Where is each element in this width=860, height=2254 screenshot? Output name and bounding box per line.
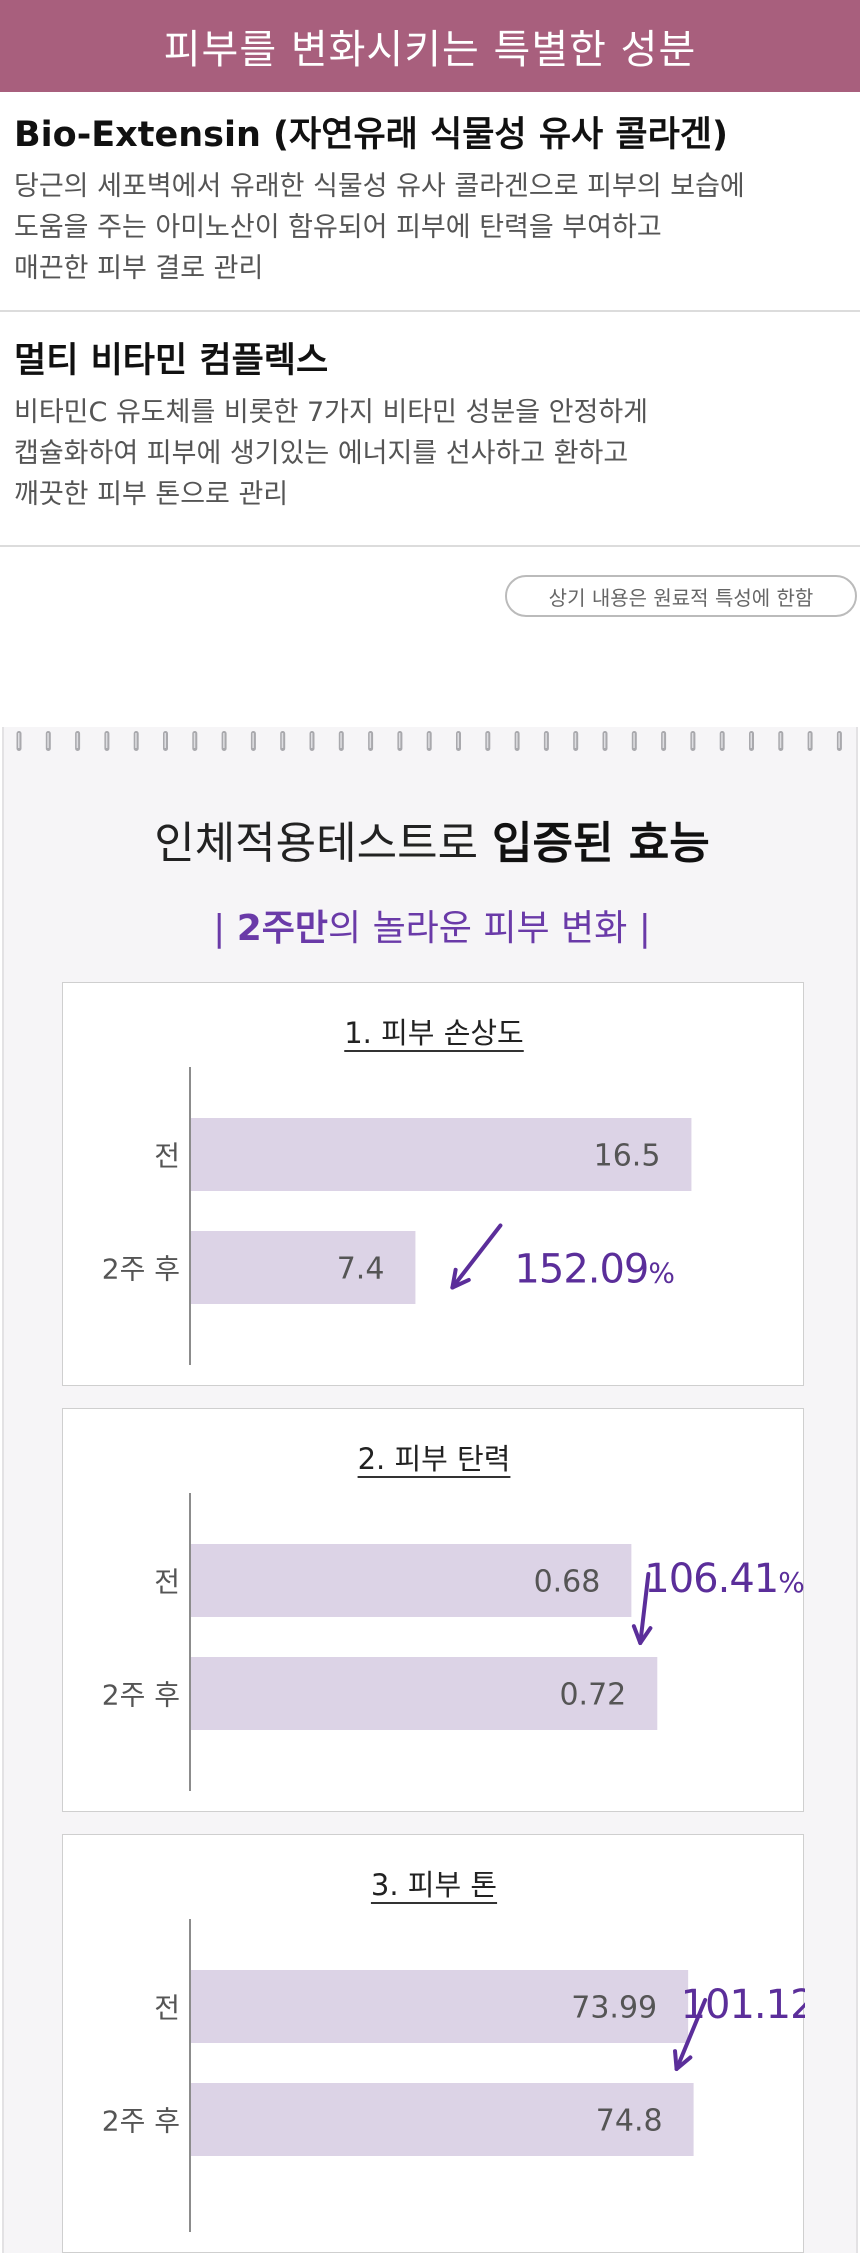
binder-rings bbox=[16, 731, 842, 751]
chart-category-label: 2주 후 bbox=[102, 1253, 180, 1286]
binder-ring-icon bbox=[778, 731, 784, 751]
ingredient-description: 당근의 세포벽에서 유래한 식물성 유사 콜라겐으로 피부의 보습에 도움을 주… bbox=[14, 171, 745, 284]
chart-title: 1. 피부 손상도 bbox=[344, 1016, 524, 1050]
ingredient-title: Bio-Extensin (자연유래 식물성 유사 콜라겐) bbox=[14, 115, 728, 155]
chart-value-label: 0.68 bbox=[534, 1565, 601, 1600]
chart-category-label: 전 bbox=[154, 1140, 180, 1173]
chart-value-label: 16.5 bbox=[594, 1139, 661, 1174]
divider bbox=[0, 310, 860, 312]
binder-ring-icon bbox=[163, 731, 168, 751]
binder-ring-icon bbox=[690, 731, 696, 751]
efficacy-subtitle: | 2주만의 놀라운 피부 변화 | bbox=[4, 899, 860, 951]
change-value: 101.12 bbox=[681, 1982, 805, 2028]
binder-ring-icon bbox=[75, 731, 81, 751]
chart-skin-damage-svg: 1. 피부 손상도 16.5 전 7.4 2주 후 152.09% bbox=[102, 1016, 692, 1365]
efficacy-subtitle-bold: 2주만 bbox=[236, 908, 328, 949]
binder-ring-icon bbox=[250, 731, 256, 751]
change-arrow-icon bbox=[450, 1223, 503, 1290]
chart-skin-tone: 3. 피부 톤 73.99 전 74.8 2주 후 101.12% bbox=[62, 1834, 805, 2253]
change-percent-label: 106.41% bbox=[644, 1556, 804, 1602]
binder-ring-icon bbox=[719, 731, 725, 751]
chart-skin-elasticity: 2. 피부 탄력 0.68 전 0.72 2주 후 106.41% bbox=[62, 1408, 805, 1812]
efficacy-subtitle-open: | bbox=[213, 908, 237, 949]
chart-bar bbox=[191, 1231, 416, 1304]
ingredient-title: 멀티 비타민 컴플렉스 bbox=[14, 341, 329, 381]
binder-ring-icon bbox=[338, 731, 344, 751]
change-arrow-icon bbox=[631, 1572, 653, 1645]
binder-ring-icon bbox=[133, 731, 139, 751]
binder-ring-icon bbox=[221, 731, 227, 751]
change-percent-label: 101.12% bbox=[681, 1982, 805, 2028]
binder-ring-icon bbox=[661, 731, 667, 751]
chart-value-label: 7.4 bbox=[337, 1252, 385, 1287]
chart-bar bbox=[191, 1118, 692, 1191]
chart-category-label: 2주 후 bbox=[102, 2105, 180, 2138]
binder-ring-icon bbox=[514, 731, 520, 751]
efficacy-title-bold: 입증된 효능 bbox=[492, 818, 710, 869]
ingredient-description: 비타민C 유도체를 비롯한 7가지 비타민 성분을 안정하게 캡슐화하여 피부에… bbox=[14, 397, 649, 510]
change-unit: % bbox=[778, 1566, 804, 1599]
change-percent-label: 152.09% bbox=[514, 1247, 674, 1293]
ingredient-item: 멀티 비타민 컴플렉스 비타민C 유도체를 비롯한 7가지 비타민 성분을 안정… bbox=[14, 338, 854, 515]
header-bar: 피부를 변화시키는 특별한 성분 bbox=[0, 0, 860, 92]
chart-bar bbox=[191, 2083, 694, 2156]
change-value: 106.41 bbox=[644, 1556, 778, 1602]
chart-bar bbox=[191, 1970, 689, 2043]
efficacy-title-light: 인체적용테스트로 bbox=[154, 818, 493, 869]
binder-ring-icon bbox=[807, 731, 813, 751]
efficacy-panel: 인체적용테스트로 입증된 효능 | 2주만의 놀라운 피부 변화 | 1. 피부… bbox=[2, 727, 858, 2253]
chart-category-label: 전 bbox=[154, 1566, 180, 1599]
change-value: 152.09 bbox=[514, 1247, 648, 1293]
disclaimer-badge: 상기 내용은 원료적 특성에 한함 bbox=[505, 575, 857, 617]
chart-title: 2. 피부 탄력 bbox=[358, 1442, 511, 1476]
binder-ring-icon bbox=[602, 731, 608, 751]
binder-ring-icon bbox=[280, 731, 286, 751]
binder-ring-icon bbox=[631, 731, 637, 751]
change-arrow-icon bbox=[673, 1998, 708, 2071]
chart-category-label: 2주 후 bbox=[102, 1679, 180, 1712]
binder-ring-icon bbox=[397, 731, 403, 751]
binder-ring-icon bbox=[104, 731, 110, 751]
chart-value-label: 73.99 bbox=[571, 1991, 657, 2026]
efficacy-title: 인체적용테스트로 입증된 효능 bbox=[4, 807, 860, 871]
binder-ring-icon bbox=[16, 731, 22, 751]
binder-ring-icon bbox=[573, 731, 579, 751]
binder-ring-icon bbox=[368, 731, 374, 751]
chart-value-label: 0.72 bbox=[559, 1678, 626, 1713]
chart-value-label: 74.8 bbox=[596, 2104, 663, 2139]
binder-ring-icon bbox=[836, 731, 842, 751]
chart-category-label: 전 bbox=[154, 1992, 180, 2025]
chart-title: 3. 피부 톤 bbox=[371, 1868, 497, 1902]
binder-ring-icon bbox=[309, 731, 315, 751]
binder-ring-icon bbox=[426, 731, 432, 751]
efficacy-subtitle-rest: 의 놀라운 피부 변화 | bbox=[328, 908, 651, 949]
change-unit: % bbox=[648, 1257, 674, 1290]
chart-skin-damage: 1. 피부 손상도 16.5 전 7.4 2주 후 152.09% bbox=[62, 982, 804, 1386]
chart-bar bbox=[191, 1657, 658, 1730]
binder-ring-icon bbox=[485, 731, 491, 751]
binder-ring-icon bbox=[192, 731, 198, 751]
binder-ring-icon bbox=[45, 731, 51, 751]
binder-ring-icon bbox=[456, 731, 461, 751]
binder-ring-icon bbox=[749, 731, 754, 751]
chart-skin-tone-svg: 3. 피부 톤 73.99 전 74.8 2주 후 101.12% bbox=[102, 1868, 805, 2232]
chart-skin-elasticity-svg: 2. 피부 탄력 0.68 전 0.72 2주 후 106.41% bbox=[102, 1442, 805, 1791]
header-title: 피부를 변화시키는 특별한 성분 bbox=[163, 27, 697, 73]
divider bbox=[0, 545, 860, 547]
binder-ring-icon bbox=[543, 731, 549, 751]
chart-bar bbox=[191, 1544, 632, 1617]
ingredient-item: Bio-Extensin (자연유래 식물성 유사 콜라겐) 당근의 세포벽에서… bbox=[14, 112, 854, 289]
disclaimer-text: 상기 내용은 원료적 특성에 한함 bbox=[548, 585, 814, 610]
